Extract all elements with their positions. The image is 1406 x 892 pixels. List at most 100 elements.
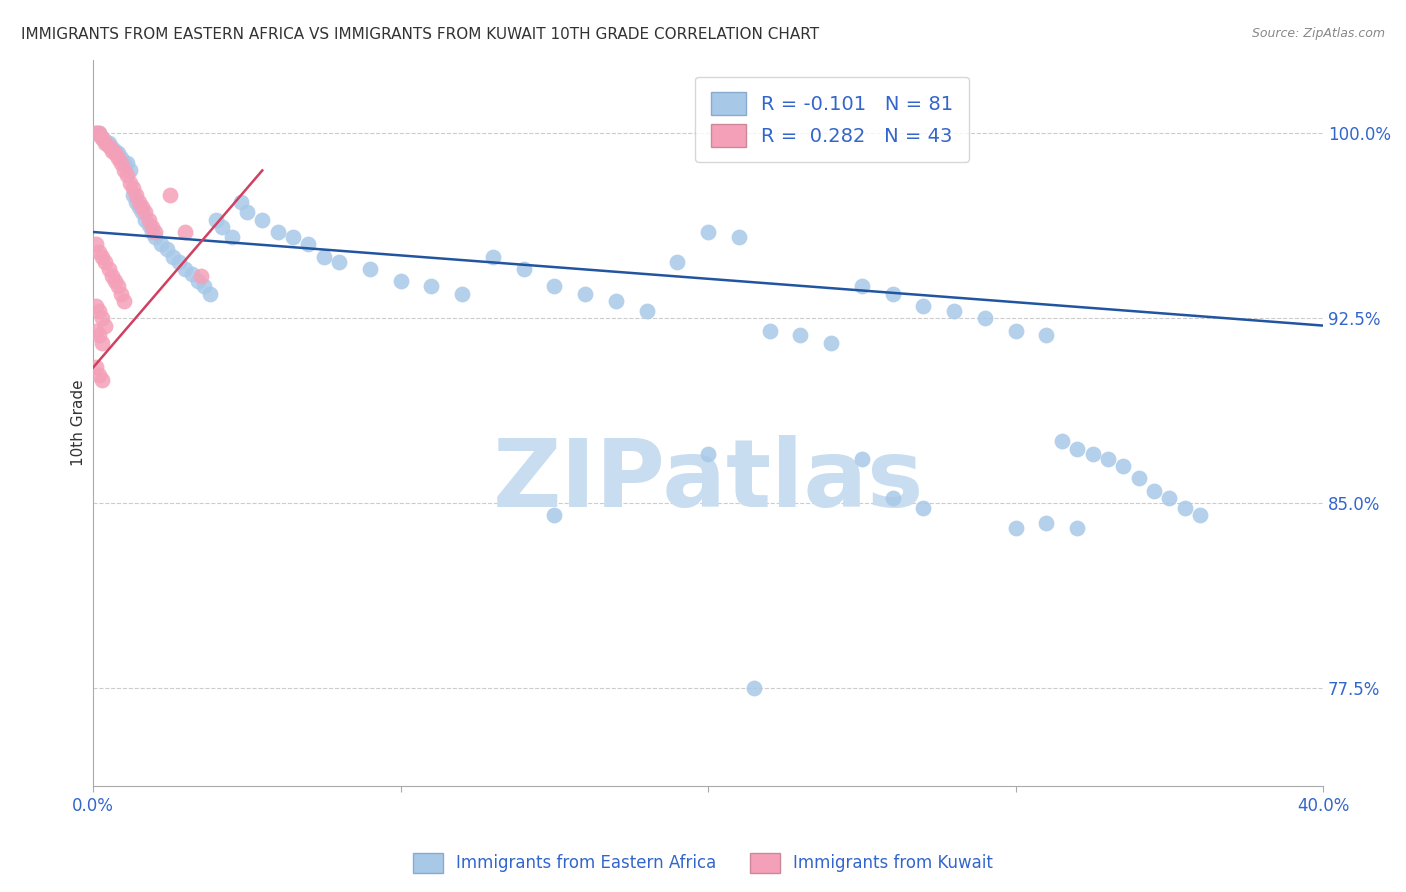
Point [605,293,627,308]
Point [94,254,117,268]
Point [112,293,135,308]
Point [252,212,274,227]
Point [882,491,904,505]
Point [211,220,233,235]
Point [112,163,135,178]
Point [89,127,111,141]
Point [728,230,751,244]
Point [543,279,565,293]
Point [89,244,111,259]
Point [820,335,842,350]
Point [229,195,252,210]
Point [120,163,142,178]
Point [141,220,163,235]
Point [912,299,935,313]
Point [97,136,120,151]
Point [359,262,381,277]
Point [91,335,114,350]
Point [138,218,160,232]
Point [89,303,111,318]
Point [100,144,122,158]
Point [89,328,111,343]
Point [420,279,443,293]
Point [1189,508,1212,523]
Text: IMMIGRANTS FROM EASTERN AFRICA VS IMMIGRANTS FROM KUWAIT 10TH GRADE CORRELATION : IMMIGRANTS FROM EASTERN AFRICA VS IMMIGR… [21,27,820,42]
Text: ZIPatlas: ZIPatlas [492,435,924,527]
Point [297,237,319,252]
Text: Source: ZipAtlas.com: Source: ZipAtlas.com [1251,27,1385,40]
Point [1066,442,1088,456]
Point [91,250,114,264]
Point [104,144,127,158]
Point [125,188,148,202]
Point [1174,500,1197,515]
Point [169,254,191,268]
Point [198,286,221,301]
Point [131,205,153,219]
Point [120,176,142,190]
Point [156,242,179,256]
Point [912,500,935,515]
Point [97,262,120,277]
Point [266,225,288,239]
Point [107,146,129,161]
Point [1035,516,1057,530]
Point [512,262,534,277]
Point [193,279,215,293]
Point [187,274,209,288]
Point [1050,434,1073,449]
Point [851,451,873,466]
Legend: Immigrants from Eastern Africa, Immigrants from Kuwait: Immigrants from Eastern Africa, Immigran… [406,847,1000,880]
Point [100,141,122,155]
Point [128,195,150,210]
Point [482,250,505,264]
Point [162,250,184,264]
Point [91,311,114,326]
Point [281,230,304,244]
Point [1081,447,1104,461]
Point [100,269,122,284]
Point [94,134,117,148]
Point [1035,328,1057,343]
Point [1128,471,1150,485]
Point [115,156,138,170]
Point [697,225,720,239]
Point [1004,520,1026,534]
Point [328,254,350,268]
Point [134,212,156,227]
Point [115,169,138,183]
Point [1112,458,1135,473]
Point [91,131,114,145]
Y-axis label: 10th Grade: 10th Grade [72,380,86,467]
Point [89,127,111,141]
Point [882,286,904,301]
Point [138,212,160,227]
Point [131,200,153,214]
Point [94,318,117,333]
Point [107,151,129,165]
Point [159,188,181,202]
Point [312,250,335,264]
Point [110,286,132,301]
Point [543,508,565,523]
Point [1066,520,1088,534]
Point [110,156,132,170]
Legend: R = -0.101   N = 81, R =  0.282   N = 43: R = -0.101 N = 81, R = 0.282 N = 43 [695,77,969,162]
Point [1097,451,1119,466]
Point [122,180,145,194]
Point [389,274,412,288]
Point [104,146,127,161]
Point [141,225,163,239]
Point [149,237,172,252]
Point [574,286,596,301]
Point [143,225,166,239]
Point [190,269,212,284]
Point [697,447,720,461]
Point [84,127,107,141]
Point [84,237,107,252]
Point [107,279,129,293]
Point [666,254,689,268]
Point [236,205,259,219]
Point [973,311,995,326]
Point [89,368,111,382]
